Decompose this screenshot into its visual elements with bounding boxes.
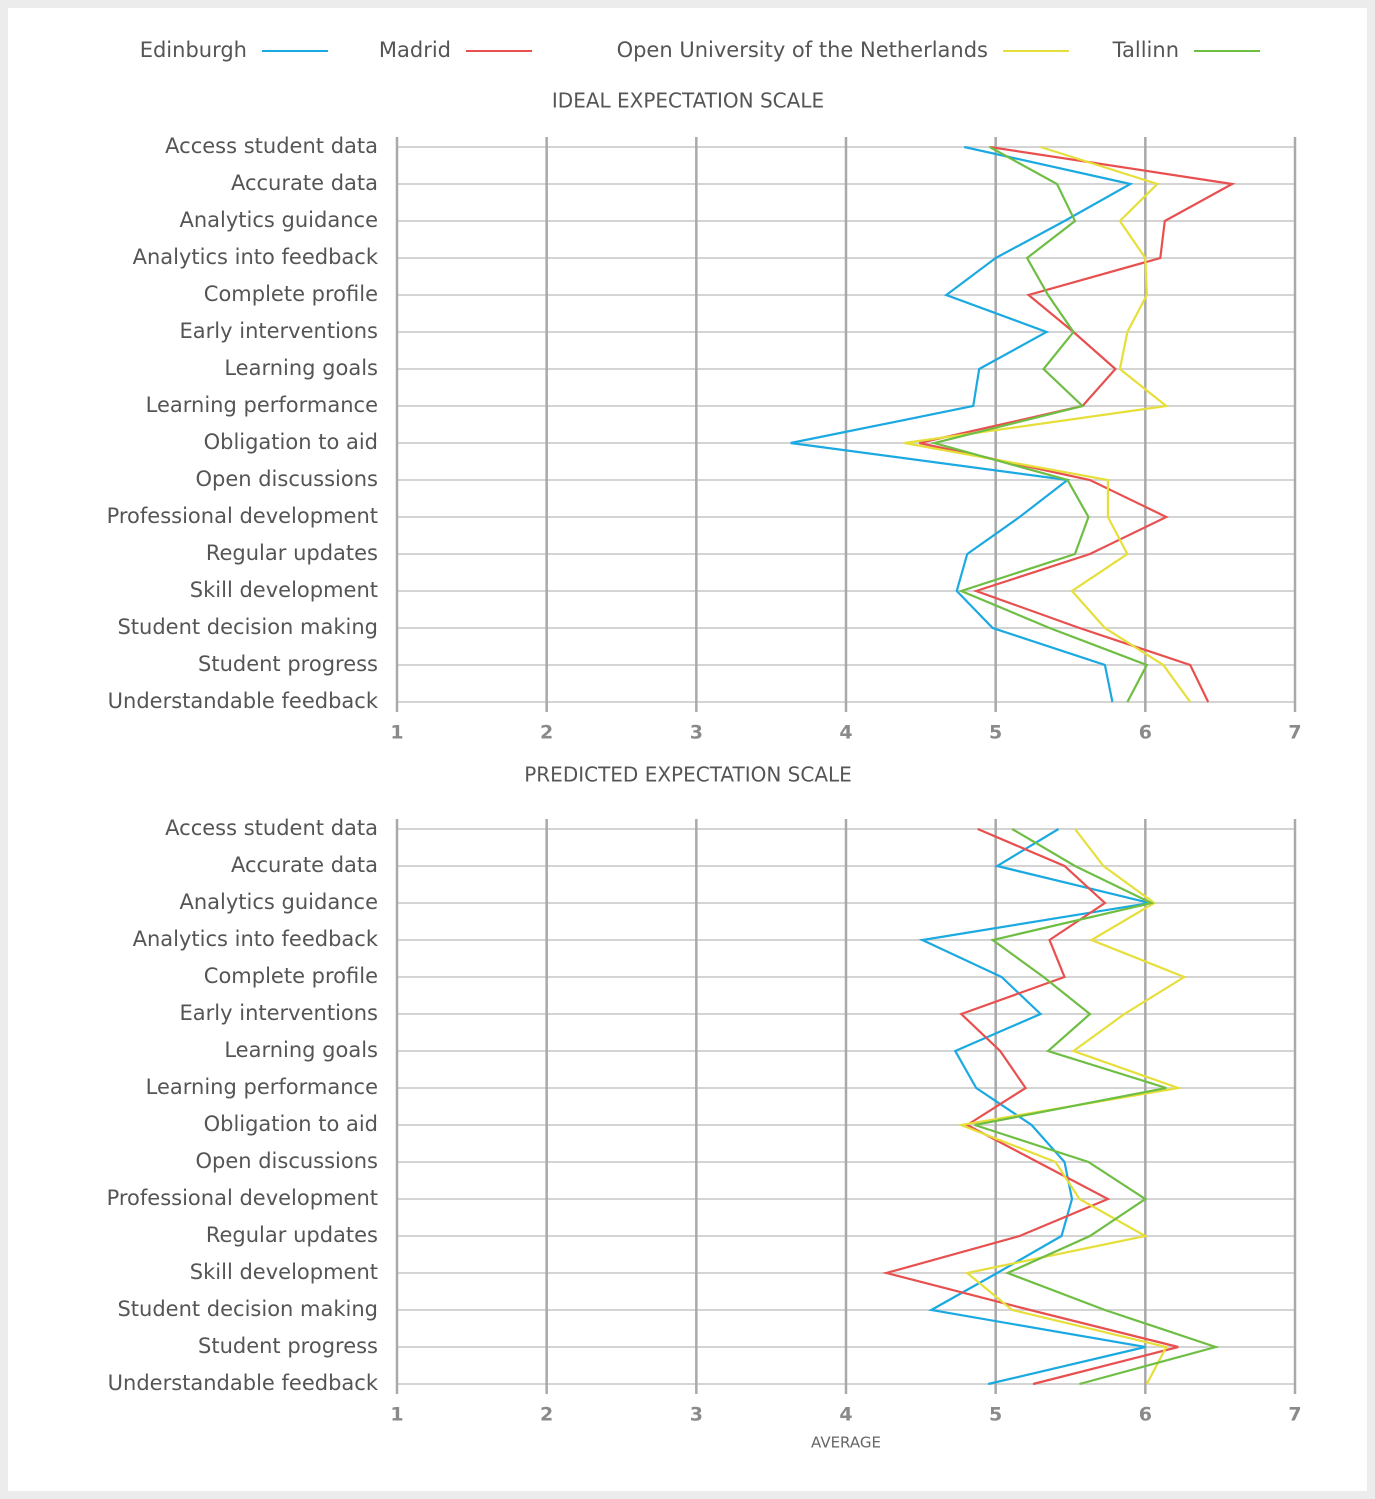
category-label: Analytics guidance [180,208,379,232]
category-label: Learning performance [146,393,378,417]
category-label: Access student data [165,134,378,158]
category-label: Student decision making [117,1297,378,1321]
x-tick-label: 1 [390,1404,403,1426]
x-tick-label: 4 [839,1404,852,1426]
category-label: Student progress [198,1334,378,1358]
category-label: Professional development [107,1186,378,1210]
category-label: Access student data [165,816,378,840]
category-label: Skill development [190,1260,378,1284]
legend-label: Madrid [379,38,451,62]
category-label: Learning goals [224,356,378,380]
category-label: Understandable feedback [108,1371,379,1395]
series-line [790,145,1134,703]
category-label: Skill development [190,578,378,602]
category-label: Student progress [198,652,378,676]
category-label: Early interventions [180,319,378,343]
category-label: Learning performance [146,1075,378,1099]
category-label: Professional development [107,504,378,528]
chart-title: PREDICTED EXPECTATION SCALE [524,763,852,787]
x-tick-label: 7 [1288,1404,1301,1426]
x-axis-label: AVERAGE [811,1434,881,1452]
series-line [974,828,1220,1386]
category-label: Early interventions [180,1001,378,1025]
category-label: Accurate data [231,853,378,877]
category-label: Regular updates [206,541,378,565]
legend: Edinburgh Madrid Open University of the Ne… [140,38,1260,62]
legend-label: Tallinn [1112,38,1179,62]
x-tick-label: 3 [690,1404,703,1426]
category-label: Accurate data [231,171,378,195]
category-label: Understandable feedback [108,689,379,713]
category-label: Complete profile [204,282,378,306]
chart-title: IDEAL EXPECTATION SCALE [552,89,824,113]
category-label: Analytics guidance [180,890,379,914]
x-tick-label: 7 [1288,722,1301,744]
category-label: Complete profile [204,964,378,988]
legend-label: Edinburgh [140,38,247,62]
x-tick-label: 4 [839,722,852,744]
category-label: Open discussions [195,467,378,491]
category-label: Student decision making [117,615,378,639]
series-line [904,145,1192,703]
category-label: Obligation to aid [204,430,378,454]
series-line [918,828,1151,1386]
x-tick-label: 2 [540,1404,553,1426]
series-line [919,145,1236,703]
series-line [882,827,1179,1386]
x-tick-label: 1 [390,722,403,744]
x-tick-label: 6 [1139,722,1152,744]
category-label: Analytics into feedback [133,245,379,269]
category-label: Open discussions [195,1149,378,1173]
x-tick-label: 6 [1139,1404,1152,1426]
x-tick-label: 5 [989,722,1002,744]
category-label: Analytics into feedback [133,927,379,951]
x-tick-label: 5 [989,1404,1002,1426]
series-line [929,146,1149,703]
x-tick-label: 3 [690,722,703,744]
x-tick-label: 2 [540,722,553,744]
category-label: Regular updates [206,1223,378,1247]
legend-label: Open University of the Netherlands [617,38,988,62]
category-label: Learning goals [224,1038,378,1062]
category-label: Obligation to aid [204,1112,378,1136]
